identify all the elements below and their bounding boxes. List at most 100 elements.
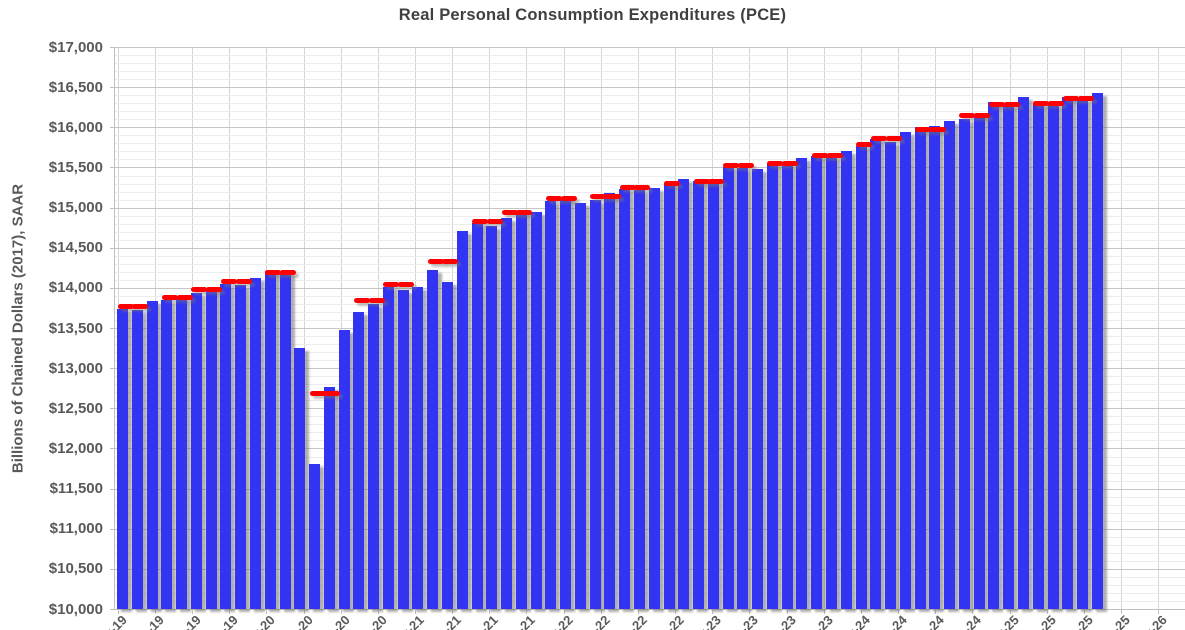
pce-bar: [441, 281, 453, 609]
x-tick-mark: [637, 610, 639, 614]
pce-bar: [737, 167, 749, 609]
consensus-dash-marker: [398, 282, 415, 288]
x-tick-mark: [340, 610, 342, 614]
pce-bar: [766, 164, 778, 609]
y-tick-label: $11,500: [49, 480, 103, 498]
consensus-dash-marker: [132, 303, 149, 309]
x-tick-mark: [786, 610, 788, 614]
pce-bar: [796, 158, 808, 609]
pce-bar: [294, 347, 306, 609]
consensus-dash-marker: [693, 178, 710, 184]
consensus-dash-marker: [161, 295, 178, 300]
x-tick-mark: [192, 610, 194, 614]
pce-bar: [279, 272, 291, 609]
consensus-dash-marker: [235, 278, 252, 284]
x-tick-mark: [1046, 610, 1048, 614]
pce-bar: [1018, 97, 1029, 609]
consensus-dash-marker: [545, 196, 562, 202]
consensus-dash-marker: [176, 295, 193, 300]
y-gridline-minor: [115, 103, 1185, 105]
pce-bar: [678, 178, 690, 609]
y-tick-mark: [110, 47, 114, 48]
pce-bar: [205, 288, 217, 609]
pce-bar: [1062, 97, 1074, 609]
pce-bar: [707, 182, 719, 609]
pce-bar: [1077, 99, 1088, 609]
y-tick-label: $15,500: [48, 158, 103, 176]
y-tick-label: $12,000: [48, 439, 103, 457]
consensus-dash-marker: [929, 126, 946, 132]
pce-bar: [752, 169, 764, 609]
x-tick-mark: [117, 610, 119, 614]
consensus-dash-marker: [486, 218, 503, 224]
y-tick-mark: [110, 368, 114, 370]
consensus-dash-marker: [191, 286, 208, 292]
pce-bar: [338, 330, 350, 609]
x-tick-mark: [600, 610, 602, 614]
pce-bar: [146, 300, 158, 609]
y-gridline-minor: [115, 159, 1185, 161]
pce-bar: [589, 199, 601, 609]
pce-bar: [826, 157, 837, 609]
y-tick-mark: [110, 408, 114, 410]
y-gridline-minor: [115, 95, 1185, 97]
y-gridline-major: [115, 167, 1185, 169]
y-gridline-minor: [115, 135, 1185, 137]
y-gridline-minor: [115, 175, 1185, 177]
y-gridline-minor: [115, 111, 1185, 113]
consensus-dash-marker: [619, 185, 636, 190]
y-tick-mark: [110, 247, 114, 249]
x-tick-mark: [154, 610, 156, 614]
consensus-dash-marker: [265, 270, 282, 276]
y-axis-line: [114, 47, 115, 610]
x-tick-mark: [823, 610, 825, 614]
consensus-dash-marker: [988, 101, 1005, 107]
y-gridline-major: [115, 87, 1185, 89]
y-tick-mark: [110, 609, 114, 610]
pce-bar: [1091, 93, 1103, 609]
pce-bar: [501, 218, 512, 609]
pce-bar: [899, 132, 911, 609]
x-tick-mark: [377, 610, 379, 614]
y-tick-label: $15,000: [48, 199, 103, 217]
y-tick-label: $10,000: [48, 600, 103, 618]
pce-bar: [382, 287, 394, 609]
x-tick-mark: [266, 610, 268, 614]
pce-bar: [249, 278, 261, 609]
pce-bar: [323, 386, 335, 609]
pce-bar: [176, 297, 188, 609]
y-gridline-major: [115, 127, 1185, 129]
consensus-dash-marker: [427, 258, 444, 264]
x-tick-mark: [303, 610, 305, 614]
consensus-dash-marker: [1077, 95, 1094, 101]
pce-bar: [1003, 104, 1015, 609]
consensus-dash-marker: [309, 390, 326, 396]
consensus-dash-marker: [782, 160, 799, 166]
pce-bar: [722, 167, 734, 609]
consensus-dash-marker: [767, 160, 784, 166]
consensus-dash-marker: [974, 113, 991, 119]
pce-bar: [811, 156, 823, 609]
pce-bar: [515, 210, 527, 609]
y-tick-label: $12,500: [48, 399, 103, 417]
pce-bar: [161, 300, 173, 609]
consensus-dash-marker: [383, 282, 400, 288]
consensus-dash-marker: [220, 278, 237, 284]
pce-bar: [427, 269, 439, 609]
x-tick-mark: [860, 610, 862, 614]
y-tick-mark: [110, 287, 114, 289]
y-tick-label: $14,500: [48, 239, 103, 257]
pce-bar: [1047, 105, 1059, 609]
y-tick-label: $14,000: [48, 279, 103, 297]
consensus-dash-marker: [604, 193, 621, 199]
consensus-dash-marker: [117, 303, 134, 309]
pce-bar: [988, 102, 1000, 609]
x-tick-mark: [1121, 610, 1123, 614]
pce-bar: [914, 127, 926, 609]
consensus-dash-marker: [870, 136, 887, 141]
pce-bar: [471, 222, 483, 609]
consensus-dash-marker: [826, 152, 843, 158]
y-gridline-minor: [115, 183, 1185, 185]
pce-bar: [545, 200, 557, 609]
